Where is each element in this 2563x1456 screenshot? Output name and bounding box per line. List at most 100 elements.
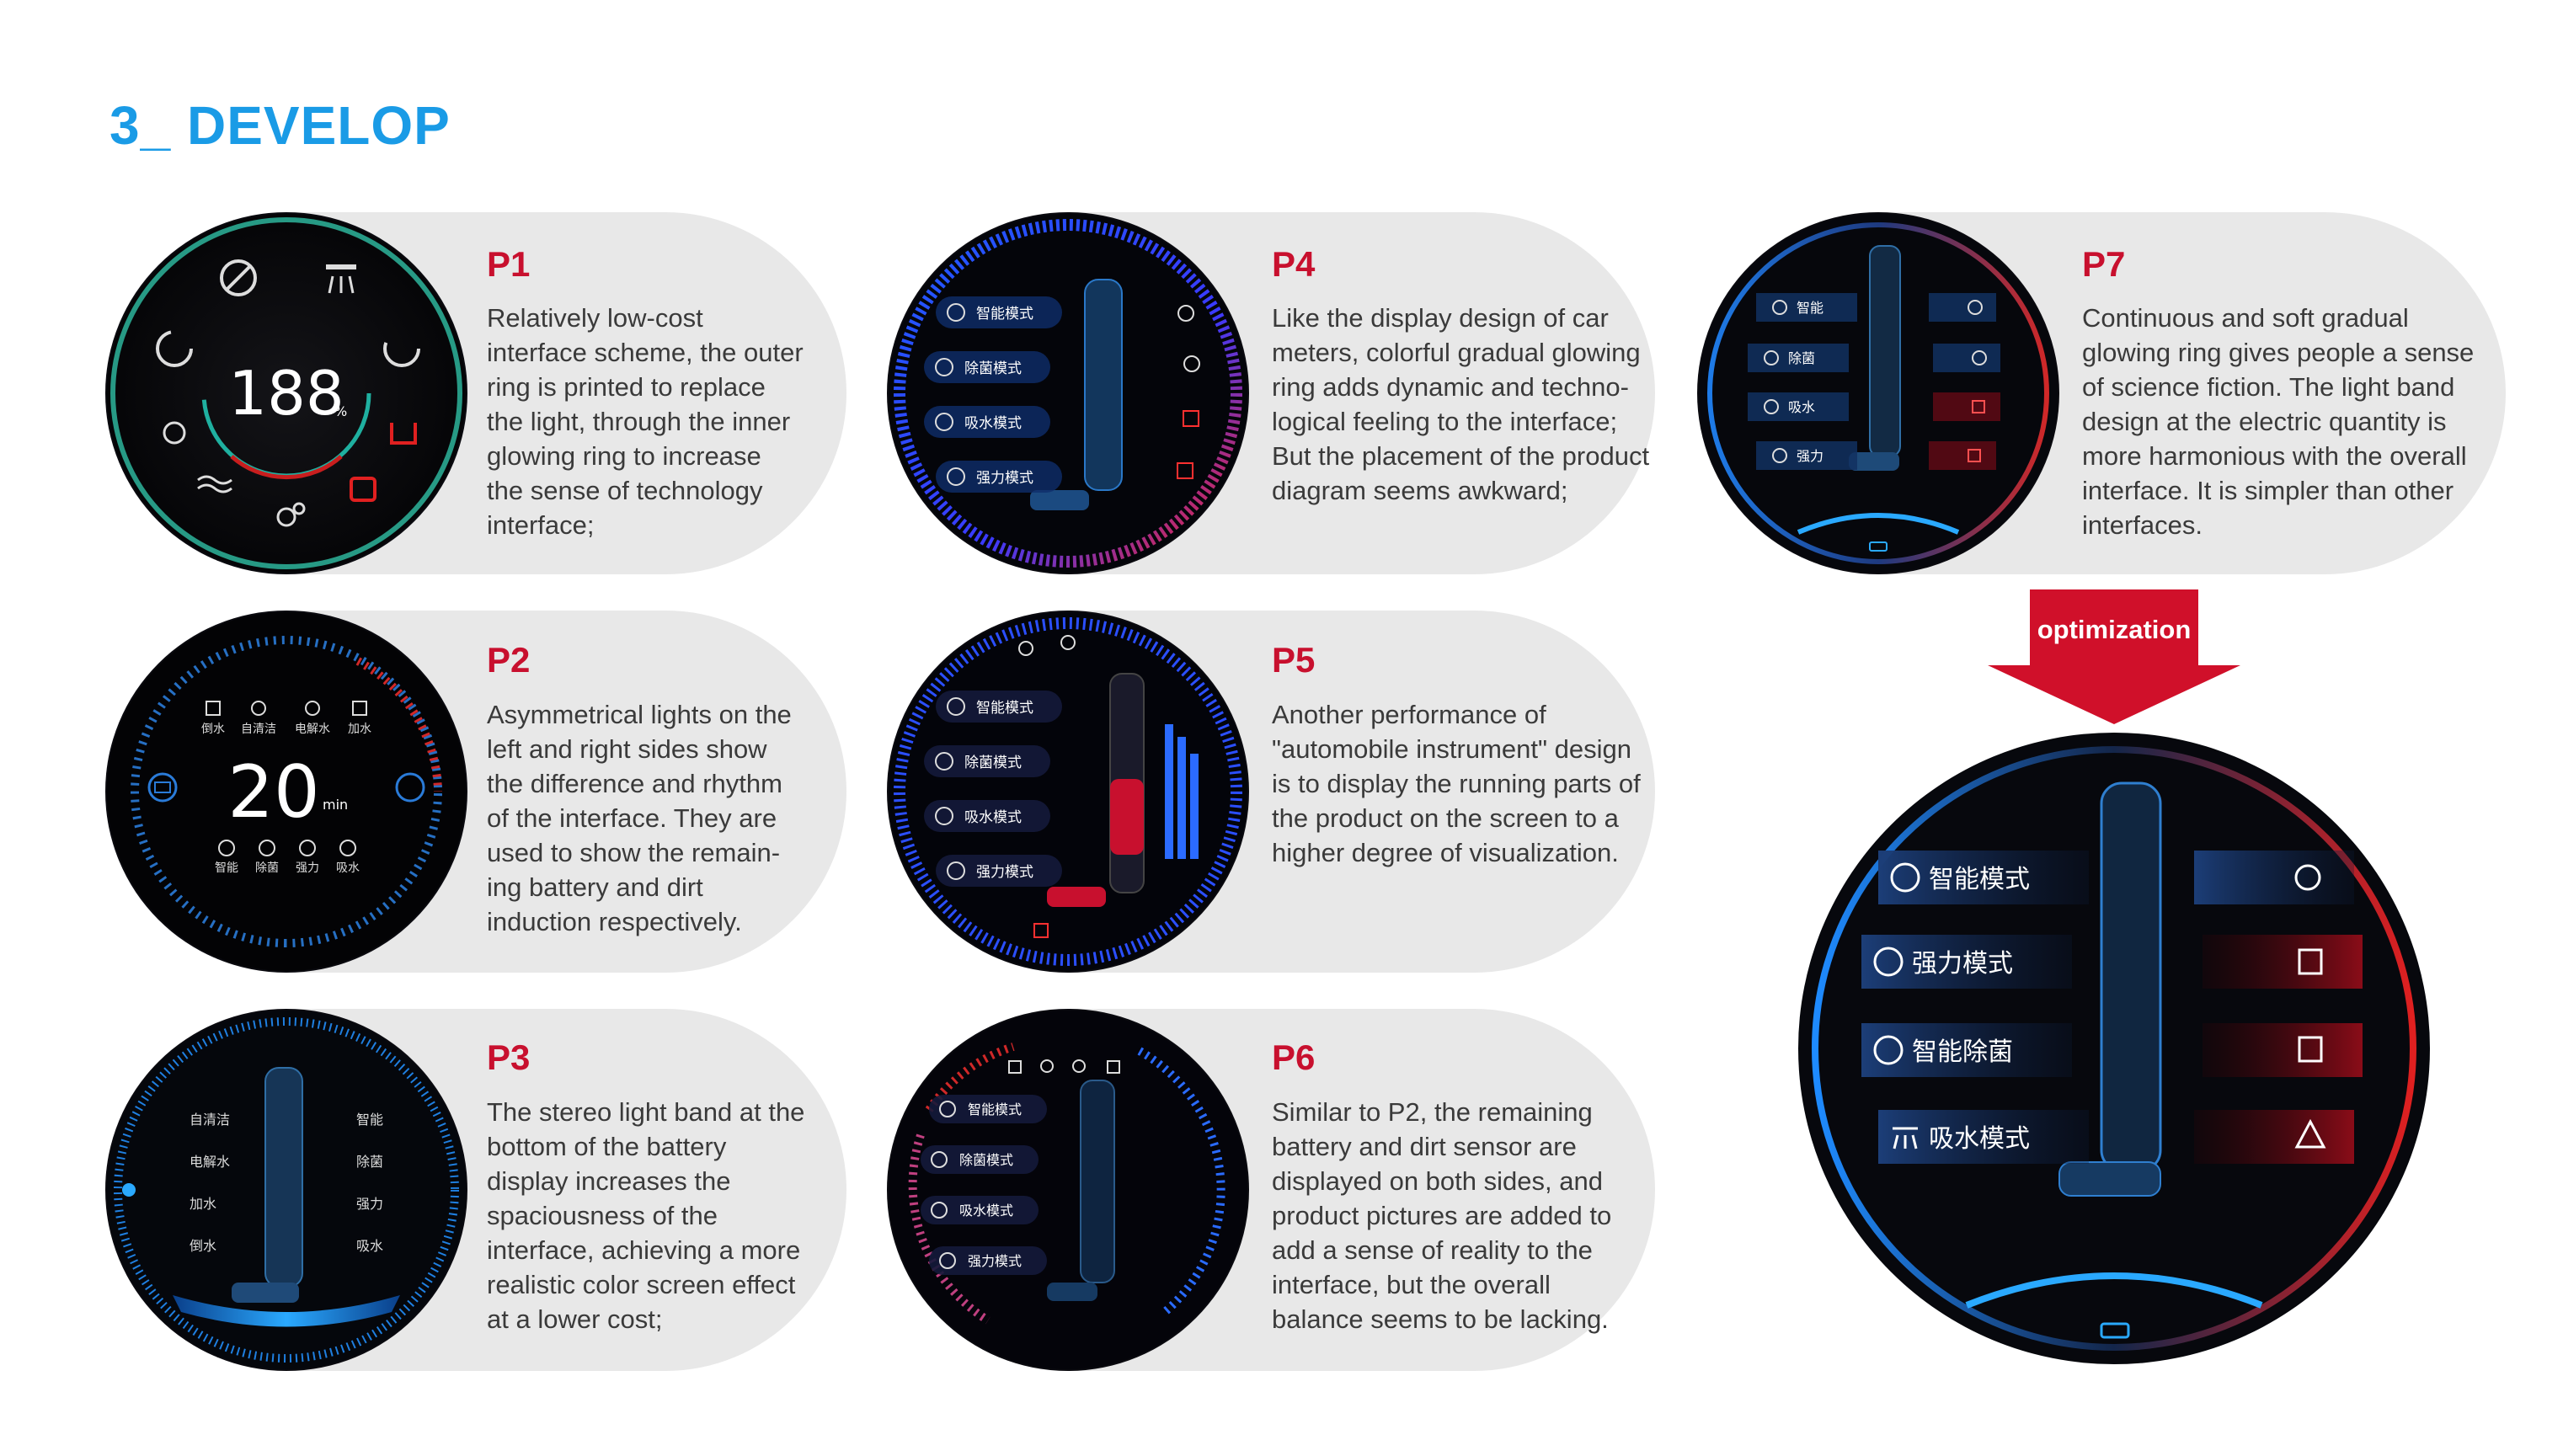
smart-mode-icon[interactable] <box>939 1101 956 1117</box>
mode-label[interactable]: 强力模式 <box>976 470 1033 487</box>
tank-icon[interactable] <box>390 423 417 445</box>
mode-label[interactable]: 除菌模式 <box>964 360 1022 377</box>
mode-label[interactable]: 电解水 <box>295 723 330 736</box>
mode-label[interactable]: 吸水模式 <box>964 415 1022 432</box>
mode-label[interactable]: 吸水 <box>1788 399 1815 415</box>
bubbles-icon[interactable] <box>2294 864 2321 891</box>
mode-label[interactable]: 强力模式 <box>968 1253 1022 1269</box>
mode-label[interactable]: 智能模式 <box>976 700 1033 717</box>
sterilize-mode-icon[interactable] <box>1764 350 1779 365</box>
tank-icon[interactable] <box>1177 462 1193 479</box>
tank-icon[interactable] <box>1968 449 1981 462</box>
self-clean-icon[interactable] <box>1972 350 1987 365</box>
mode-label[interactable]: 智能模式 <box>1929 865 2030 894</box>
smart-mode-icon[interactable] <box>1890 862 1920 893</box>
warning-icon[interactable] <box>2294 1118 2326 1149</box>
mode-label[interactable]: 智能 <box>356 1112 383 1128</box>
strong-mode-icon[interactable] <box>1873 947 1904 977</box>
panel-title-p6: P6 <box>1272 1037 1316 1077</box>
mode-label[interactable]: 智能 <box>215 861 238 875</box>
add-water-icon[interactable] <box>352 701 367 716</box>
self-clean-icon[interactable] <box>1018 641 1033 656</box>
bucket-icon[interactable] <box>2298 1036 2323 1063</box>
bubbles-icon[interactable] <box>1040 1059 1054 1073</box>
self-clean-icon[interactable] <box>251 701 266 716</box>
mode-label[interactable]: 吸水模式 <box>959 1203 1013 1219</box>
mode-label[interactable]: 除菌 <box>356 1154 383 1170</box>
battery-light-band <box>173 1295 400 1327</box>
mode-label[interactable]: 吸水模式 <box>1929 1124 2030 1154</box>
suction-icon[interactable] <box>339 840 356 856</box>
bucket-icon[interactable] <box>1033 923 1049 938</box>
mode-label[interactable]: 强力模式 <box>1912 949 2013 979</box>
function-label[interactable]: 自清洁 <box>190 1112 230 1128</box>
suction-mode-icon[interactable] <box>935 413 953 431</box>
mode-label[interactable]: 智能除菌 <box>1912 1037 2013 1067</box>
mode-label[interactable]: 除菌 <box>255 861 279 875</box>
sterilize-mode-icon[interactable] <box>1873 1035 1904 1065</box>
readout-p1: 188 <box>228 358 344 429</box>
bug-icon[interactable] <box>163 421 186 445</box>
strong-mode-icon[interactable] <box>947 467 965 486</box>
smart-mode-icon[interactable] <box>947 697 965 716</box>
smart-icon[interactable] <box>218 840 235 856</box>
water-wave-icon[interactable] <box>197 475 232 493</box>
mode-label[interactable]: 吸水模式 <box>964 809 1022 826</box>
strong-icon[interactable] <box>299 840 316 856</box>
shower-icon[interactable] <box>326 264 356 294</box>
self-clean-icon[interactable] <box>1183 355 1200 372</box>
bucket-icon[interactable] <box>1972 400 1985 413</box>
bucket-icon[interactable] <box>1107 1060 1120 1074</box>
no-entry-icon[interactable] <box>220 259 257 296</box>
mode-label[interactable]: 吸水 <box>336 861 360 875</box>
function-label[interactable]: 倒水 <box>190 1238 216 1254</box>
mode-label[interactable]: 加水 <box>348 723 371 736</box>
strong-mode-icon[interactable] <box>1772 448 1787 463</box>
screen-p2: 20 min 倒水 自清洁 电解水 加水 智能 除菌 强力 吸水 <box>105 611 467 973</box>
mode-label[interactable]: 强力 <box>1797 448 1823 464</box>
bubbles-icon[interactable] <box>1968 300 1983 315</box>
bucket-icon[interactable] <box>1183 410 1199 427</box>
mode-label[interactable]: 除菌模式 <box>959 1152 1013 1168</box>
function-label[interactable]: 加水 <box>190 1196 216 1212</box>
suction-mode-icon[interactable] <box>1893 1127 1918 1149</box>
suction-mode-icon[interactable] <box>935 807 953 825</box>
smart-mode-icon[interactable] <box>947 303 965 322</box>
suction-mode-icon[interactable] <box>931 1202 948 1219</box>
mode-label[interactable]: 强力 <box>356 1196 383 1212</box>
swirl-left-icon[interactable] <box>156 330 193 367</box>
mode-label[interactable]: 除菌 <box>1788 350 1815 366</box>
panel-title-p3: P3 <box>487 1037 531 1077</box>
tank-icon[interactable] <box>2298 948 2323 975</box>
electrolyzed-water-icon[interactable] <box>305 701 320 716</box>
mode-label[interactable]: 智能 <box>1797 300 1823 316</box>
bubbles-icon[interactable] <box>1060 635 1076 650</box>
sterilize-mode-icon[interactable] <box>931 1151 948 1168</box>
mode-label[interactable]: 强力 <box>296 861 319 875</box>
mode-label[interactable]: 强力模式 <box>976 864 1033 881</box>
function-label[interactable]: 电解水 <box>190 1154 230 1170</box>
screen-p4: 智能模式 除菌模式 吸水模式 强力模式 <box>887 212 1249 574</box>
bubbles-icon[interactable] <box>276 502 306 527</box>
tank-icon[interactable] <box>1008 1060 1022 1074</box>
mode-label[interactable]: 智能模式 <box>976 306 1033 323</box>
mode-label[interactable]: 吸水 <box>356 1238 383 1254</box>
bubbles-icon[interactable] <box>1177 305 1194 322</box>
mode-label[interactable]: 智能模式 <box>968 1101 1022 1117</box>
mode-label[interactable]: 自清洁 <box>241 723 276 736</box>
swirl-right-icon[interactable] <box>383 330 420 367</box>
pour-water-icon[interactable] <box>206 701 221 716</box>
mode-label[interactable]: 倒水 <box>201 723 225 736</box>
bucket-icon[interactable] <box>350 477 376 502</box>
self-clean-icon[interactable] <box>1072 1059 1086 1073</box>
strong-mode-icon[interactable] <box>947 861 965 880</box>
battery-icon <box>2100 1322 2130 1339</box>
mode-label[interactable]: 除菌模式 <box>964 755 1022 771</box>
smart-mode-icon[interactable] <box>1772 300 1787 315</box>
suction-mode-icon[interactable] <box>1764 399 1779 414</box>
strong-mode-icon[interactable] <box>939 1252 956 1269</box>
settings-icon[interactable] <box>122 1183 136 1197</box>
sterilize-mode-icon[interactable] <box>935 358 953 376</box>
sterilize-icon[interactable] <box>259 840 275 856</box>
sterilize-mode-icon[interactable] <box>935 752 953 771</box>
